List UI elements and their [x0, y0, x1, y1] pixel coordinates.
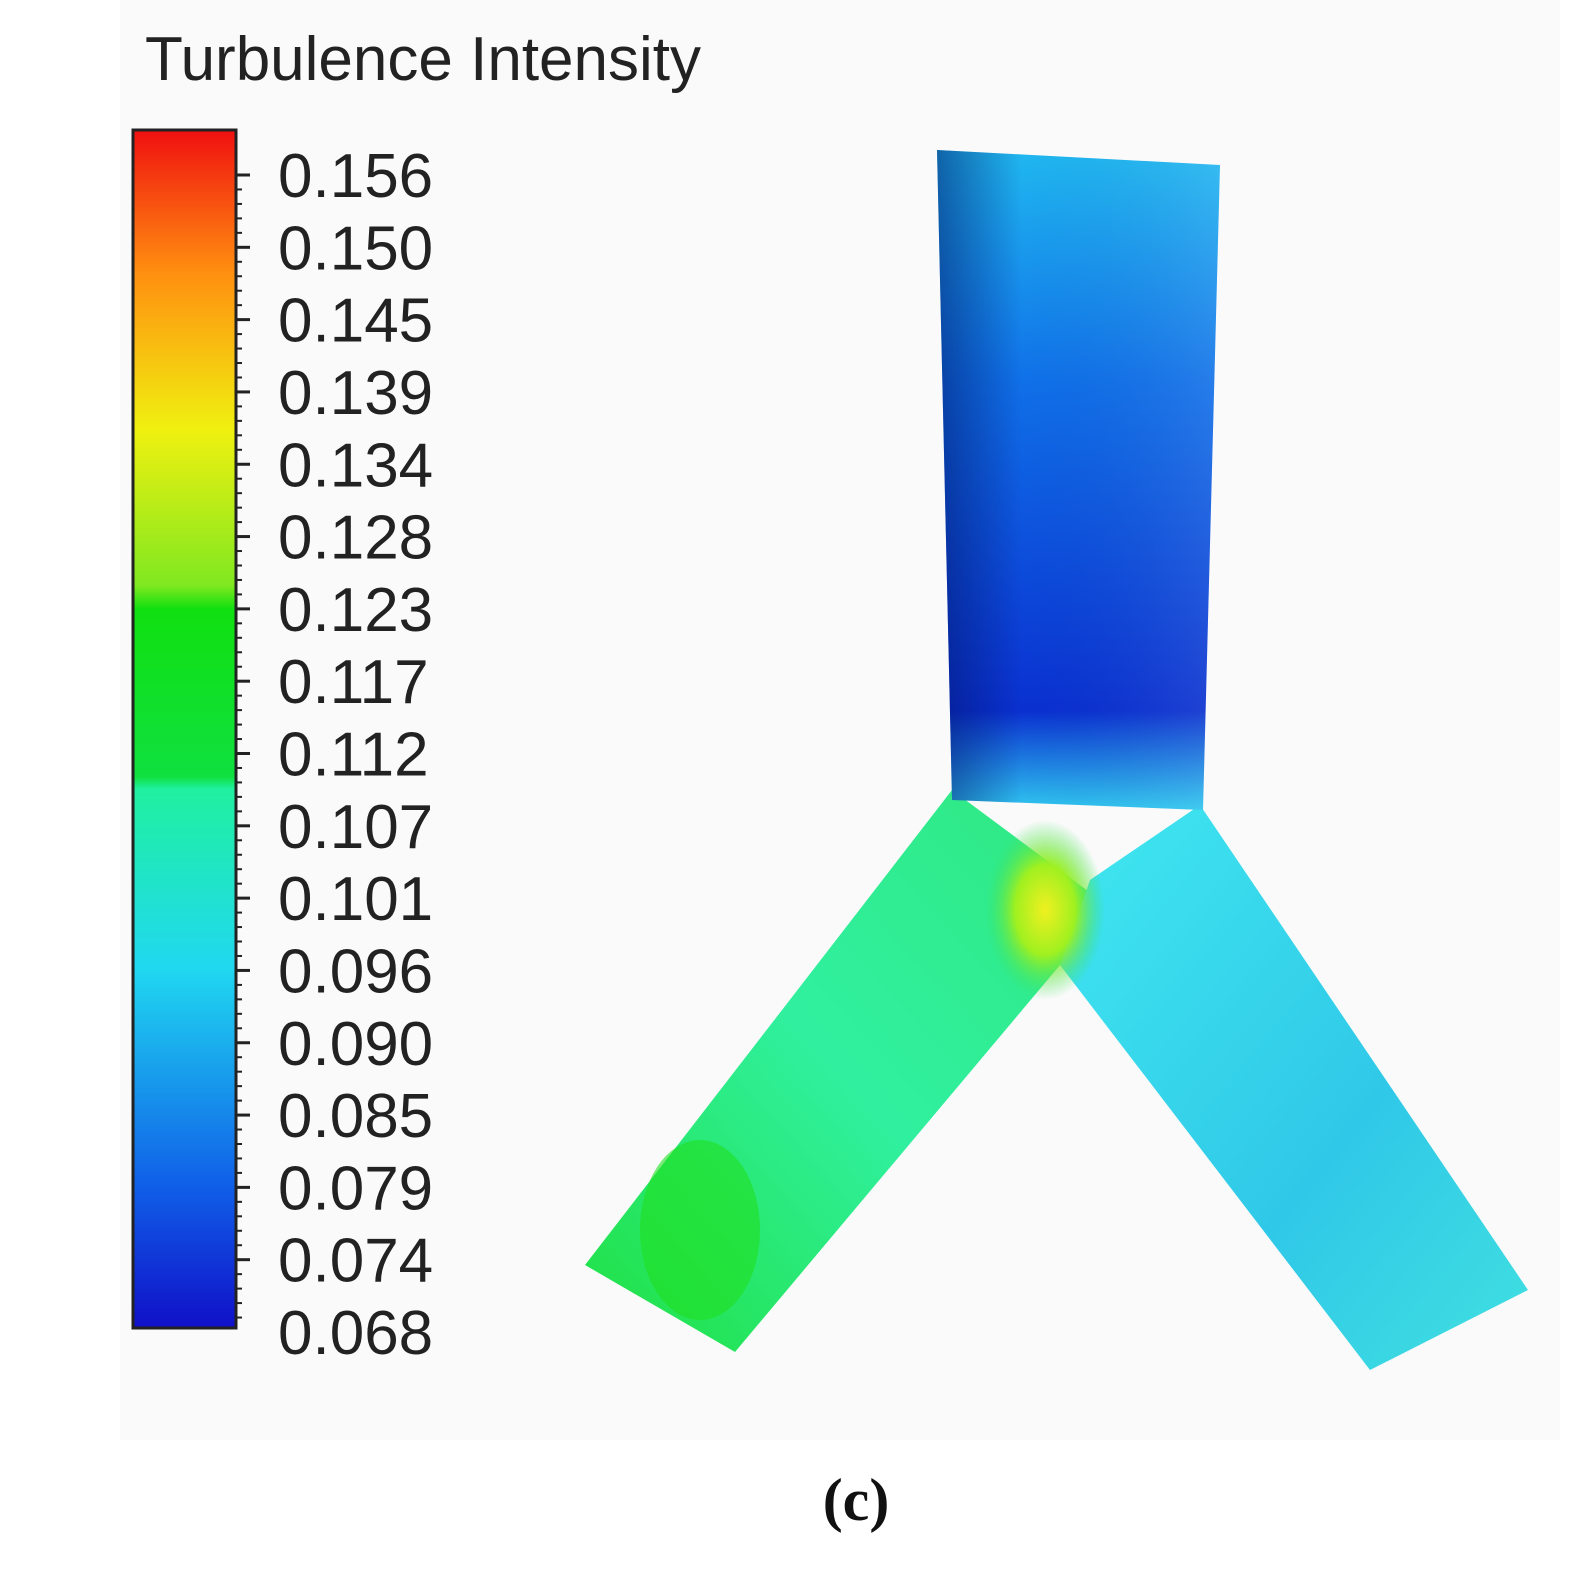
- colorbar-label: 0.068: [278, 1299, 433, 1368]
- caption: (c): [823, 1467, 890, 1533]
- colorbar-label: 0.145: [278, 287, 433, 356]
- colorbar-label: 0.090: [278, 1010, 433, 1079]
- geometry: [585, 150, 1528, 1370]
- green-spot: [640, 1140, 760, 1320]
- colorbar-label: 0.074: [278, 1227, 433, 1296]
- colorbar-label: 0.134: [278, 431, 433, 500]
- hot-spot: [985, 820, 1105, 1000]
- colorbar-label: 0.101: [278, 865, 433, 934]
- colorbar-label: 0.107: [278, 793, 433, 862]
- trunk-shade: [937, 150, 1220, 810]
- colorbar-label: 0.112: [278, 721, 429, 790]
- colorbar-label: 0.156: [278, 142, 433, 211]
- colorbar-label: 0.117: [278, 648, 429, 717]
- right-branch: [1060, 805, 1528, 1370]
- colorbar: [131, 128, 238, 1330]
- colorbar-label: 0.139: [278, 359, 433, 428]
- colorbar-label: 0.128: [278, 504, 433, 573]
- colorbar-title: Turbulence Intensity: [145, 25, 701, 94]
- colorbar-label: 0.085: [278, 1082, 433, 1151]
- colorbar-label: 0.079: [278, 1154, 433, 1223]
- colorbar-ticks: 0.1560.1500.1450.1390.1340.1280.1230.117…: [236, 142, 433, 1368]
- colorbar-label: 0.123: [278, 576, 433, 645]
- colorbar-label: 0.150: [278, 214, 433, 283]
- colorbar-label: 0.096: [278, 937, 433, 1006]
